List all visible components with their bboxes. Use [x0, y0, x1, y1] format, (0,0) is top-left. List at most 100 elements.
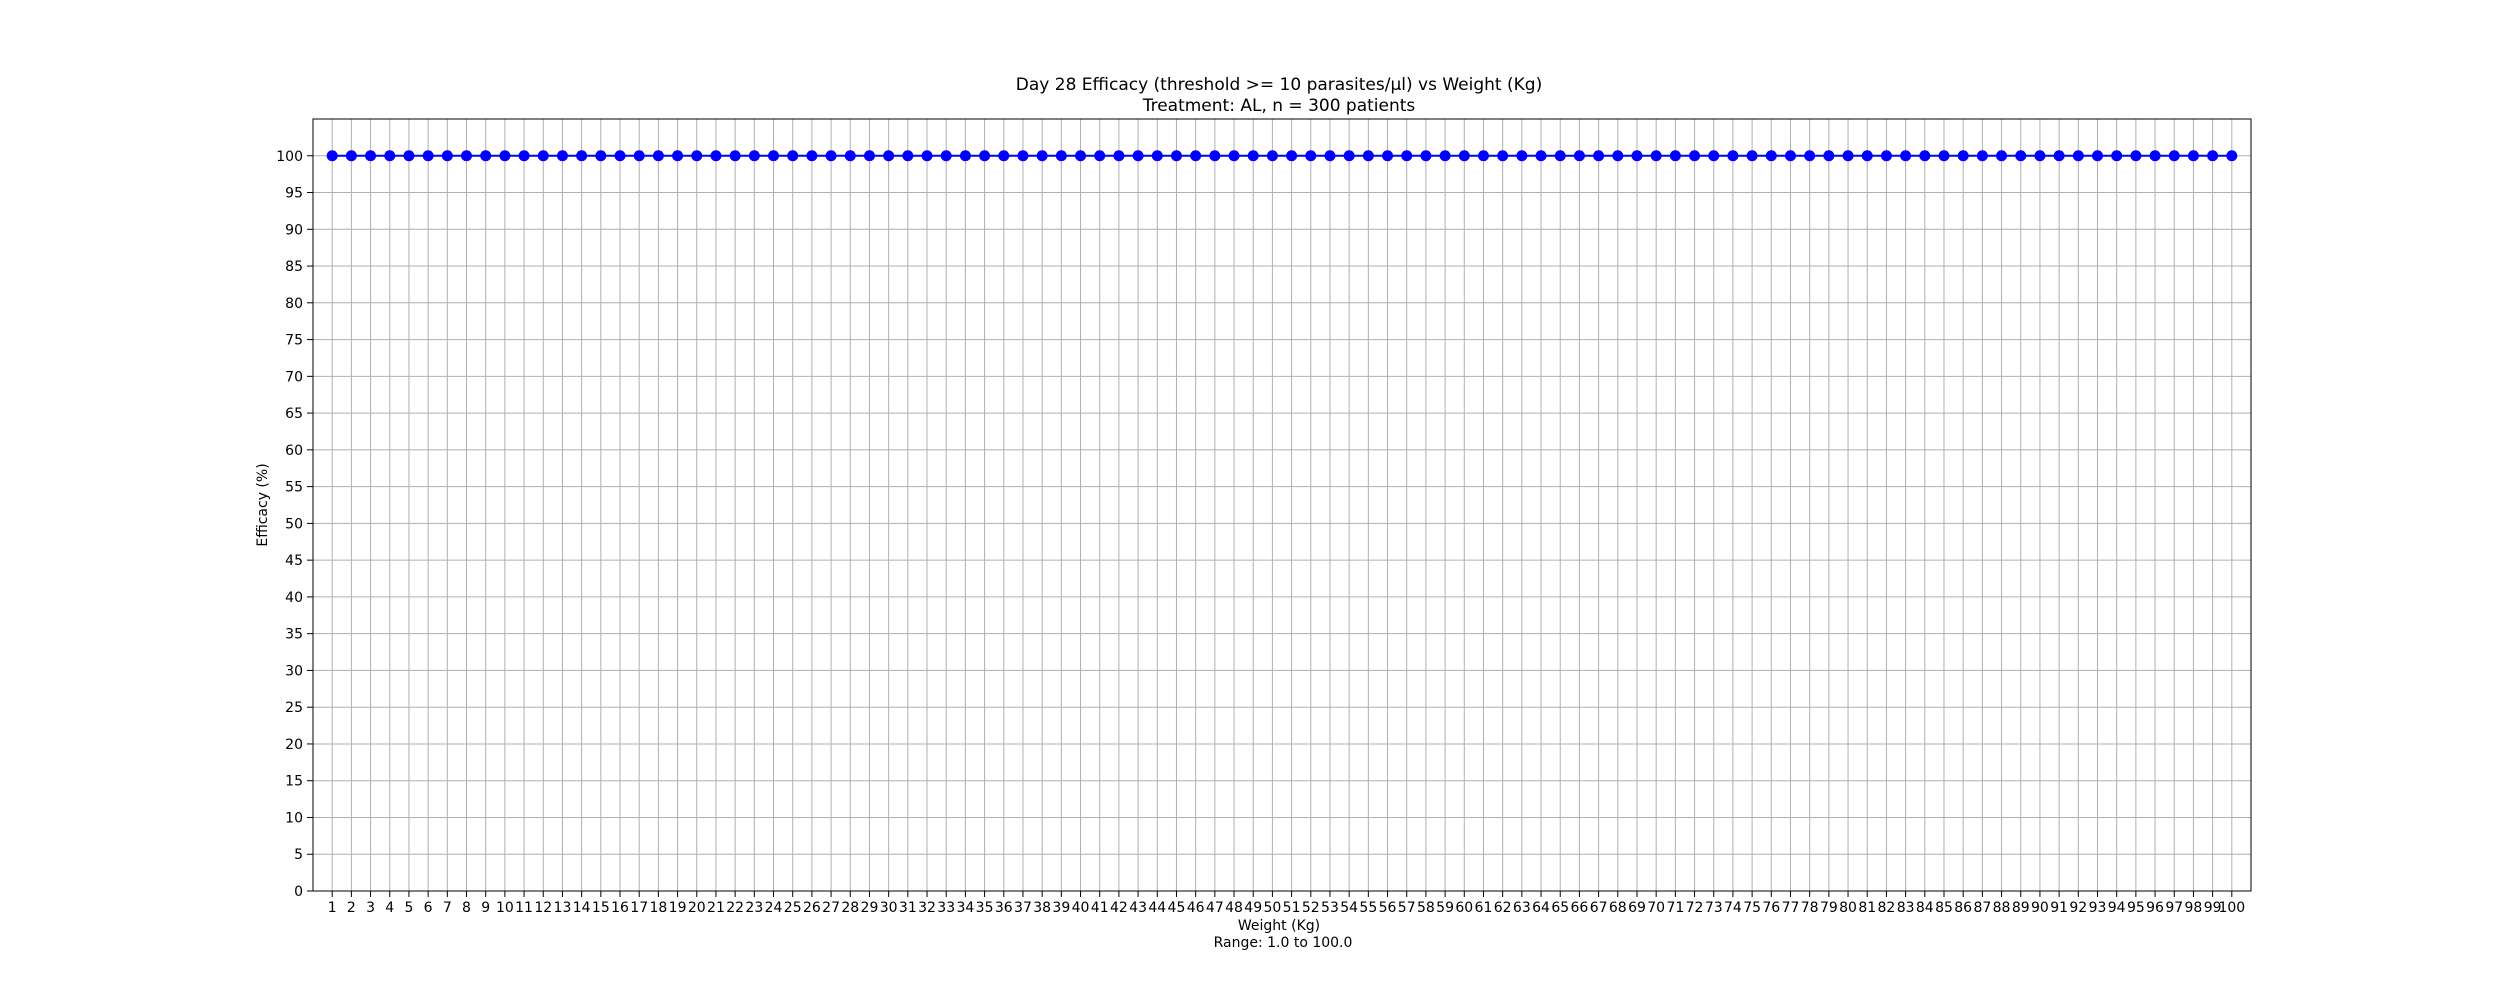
- data-point: [1075, 150, 1087, 162]
- data-point: [1727, 150, 1739, 162]
- data-point: [1439, 150, 1451, 162]
- data-point: [652, 150, 664, 162]
- data-point: [1919, 150, 1931, 162]
- data-point: [1784, 150, 1796, 162]
- data-point: [1554, 150, 1566, 162]
- x-tick-label: 15: [592, 900, 610, 916]
- data-point: [844, 150, 856, 162]
- data-point: [1477, 150, 1489, 162]
- data-point: [729, 150, 741, 162]
- x-tick-label: 34: [956, 900, 974, 916]
- data-point: [1343, 150, 1355, 162]
- y-tick-label: 35: [285, 627, 303, 643]
- x-tick-label: 55: [1359, 900, 1377, 916]
- y-tick-label: 45: [285, 553, 303, 569]
- data-point: [1209, 150, 1221, 162]
- x-tick-label: 51: [1283, 900, 1301, 916]
- x-tick-label: 33: [937, 900, 955, 916]
- x-tick-label: 18: [649, 900, 667, 916]
- data-point: [1746, 150, 1758, 162]
- data-point: [1382, 150, 1394, 162]
- x-tick-label: 94: [2108, 900, 2126, 916]
- x-tick-label: 36: [995, 900, 1013, 916]
- data-point: [1593, 150, 1605, 162]
- data-point: [1689, 150, 1701, 162]
- x-tick-label: 78: [1801, 900, 1819, 916]
- data-point: [1247, 150, 1259, 162]
- x-tick-label: 92: [2069, 900, 2087, 916]
- data-point: [2168, 150, 2180, 162]
- x-tick-label: 95: [2127, 900, 2145, 916]
- x-tick-label: 19: [669, 900, 687, 916]
- x-tick-label: 10: [496, 900, 514, 916]
- data-point: [1228, 150, 1240, 162]
- y-tick-label: 70: [285, 369, 303, 385]
- x-tick-label: 72: [1686, 900, 1704, 916]
- x-tick-label: 42: [1110, 900, 1128, 916]
- data-point: [2149, 150, 2161, 162]
- y-tick-label: 10: [285, 810, 303, 826]
- x-tick-label: 49: [1244, 900, 1262, 916]
- x-tick-label: 89: [2012, 900, 2030, 916]
- data-point: [614, 150, 626, 162]
- data-point: [768, 150, 780, 162]
- series-layer: [326, 150, 2238, 162]
- x-tick-label: 26: [803, 900, 821, 916]
- data-point: [863, 150, 875, 162]
- x-tick-label: 27: [822, 900, 840, 916]
- data-point: [787, 150, 799, 162]
- data-point: [1650, 150, 1662, 162]
- data-point: [1458, 150, 1470, 162]
- data-point: [672, 150, 684, 162]
- data-point: [1823, 150, 1835, 162]
- x-tick-label: 82: [1878, 900, 1896, 916]
- data-point: [1401, 150, 1413, 162]
- x-tick-label: 98: [2185, 900, 2203, 916]
- data-point: [2053, 150, 2065, 162]
- data-point: [1286, 150, 1298, 162]
- data-point: [1094, 150, 1106, 162]
- data-point: [902, 150, 914, 162]
- y-tick-label: 55: [285, 480, 303, 496]
- x-tick-label: 93: [2089, 900, 2107, 916]
- x-tick-label: 9: [481, 900, 490, 916]
- x-tick-label: 39: [1052, 900, 1070, 916]
- x-tick-label: 63: [1513, 900, 1531, 916]
- x-tick-label: 4: [385, 900, 394, 916]
- x-tick-label: 80: [1839, 900, 1857, 916]
- x-tick-label: 61: [1475, 900, 1493, 916]
- x-tick-label: 14: [573, 900, 591, 916]
- x-tick-label: 71: [1666, 900, 1684, 916]
- x-tick-label: 90: [2031, 900, 2049, 916]
- data-point: [2130, 150, 2142, 162]
- x-tick-label: 5: [404, 900, 413, 916]
- x-tick-label: 70: [1647, 900, 1665, 916]
- data-point: [959, 150, 971, 162]
- data-point: [1497, 150, 1509, 162]
- x-tick-label: 81: [1858, 900, 1876, 916]
- x-tick-label: 37: [1014, 900, 1032, 916]
- data-point: [2015, 150, 2027, 162]
- y-tick-label: 40: [285, 590, 303, 606]
- x-tick-label: 56: [1379, 900, 1397, 916]
- x-axis-ticks: 1 2 3 4 5 6 7 8 9 10 11 12 13 14 15 16 17 18 19 20 21 22 23 24 2…: [328, 891, 2245, 916]
- data-point: [1305, 150, 1317, 162]
- data-point: [940, 150, 952, 162]
- x-tick-label: 17: [630, 900, 648, 916]
- data-point: [2187, 150, 2199, 162]
- data-point: [998, 150, 1010, 162]
- data-point: [326, 150, 338, 162]
- data-point: [345, 150, 357, 162]
- data-point: [1017, 150, 1029, 162]
- data-point: [365, 150, 377, 162]
- y-axis-ticks: 0 5 10 15 20 25 30 35 40 45 50 55 60 65 70 75 80 85 90 95 10…: [276, 149, 313, 900]
- x-tick-label: 21: [707, 900, 725, 916]
- x-tick-label: 75: [1743, 900, 1761, 916]
- x-tick-label: 86: [1954, 900, 1972, 916]
- data-point: [1055, 150, 1067, 162]
- x-tick-label: 3: [366, 900, 375, 916]
- x-tick-label: 62: [1494, 900, 1512, 916]
- data-point: [748, 150, 760, 162]
- x-tick-label: 60: [1455, 900, 1473, 916]
